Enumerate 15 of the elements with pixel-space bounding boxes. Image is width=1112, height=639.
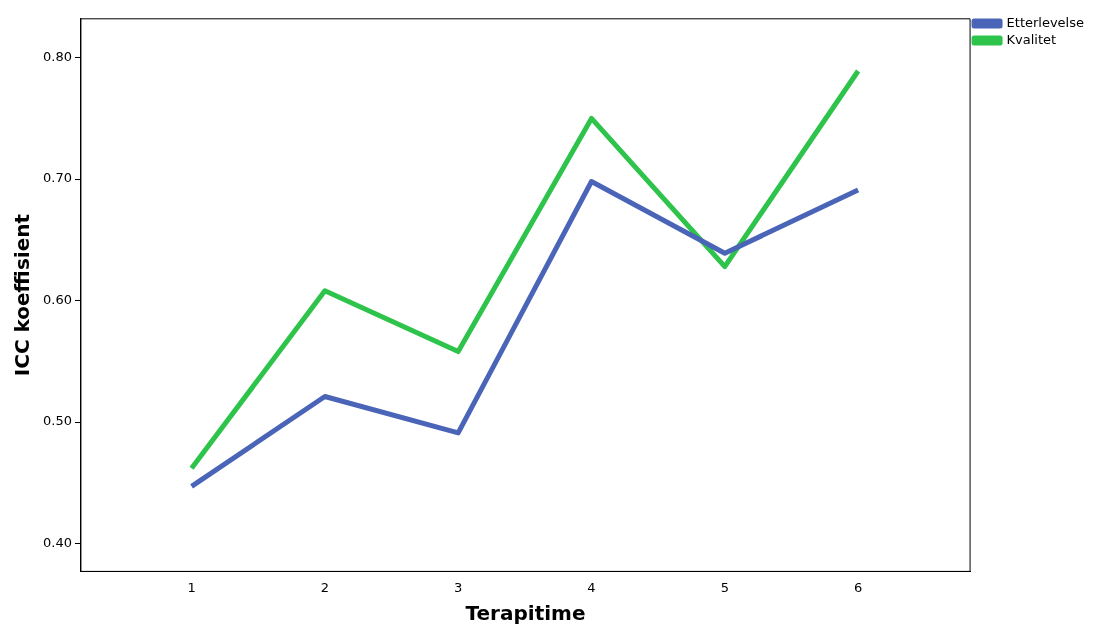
x-tick-label: 1 [187,579,196,595]
x-tick-label: 3 [454,579,463,595]
legend-label: Kvalitet [1006,31,1057,47]
x-tick-label: 5 [720,579,729,595]
x-axis-title: Terapitime [465,601,586,626]
y-tick-label: 0.60 [42,291,72,307]
legend-label: Etterlevelse [1006,14,1084,30]
x-tick-label: 2 [320,579,330,595]
y-tick-label: 0.80 [42,49,72,65]
y-tick-label: 0.50 [42,413,72,429]
y-tick-label: 0.70 [42,170,72,186]
x-tick-label: 6 [853,579,863,595]
y-tick-label: 0.40 [42,534,72,550]
y-axis-title: ICC koeffisient [10,213,35,377]
x-tick-label: 4 [587,579,596,595]
